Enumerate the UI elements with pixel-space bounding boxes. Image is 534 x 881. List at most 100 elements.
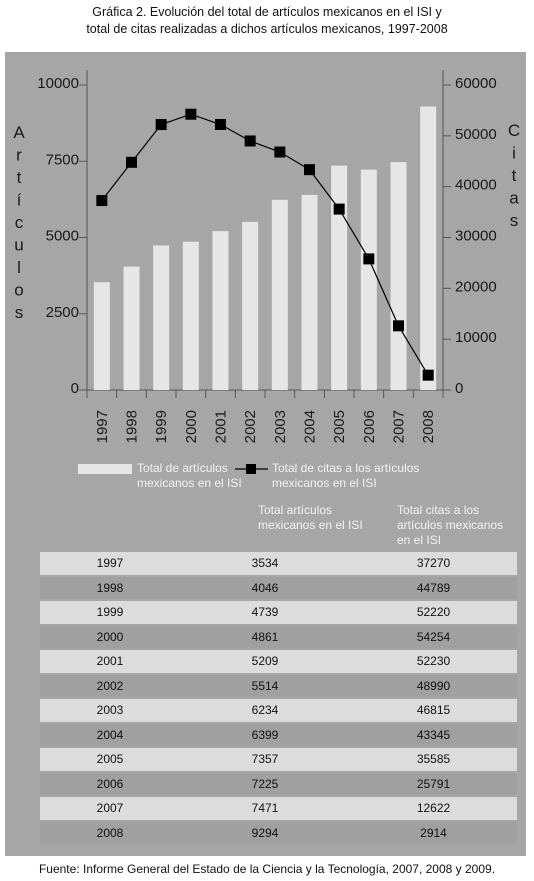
- table-header-citations: Total citas a los artículos mexicanos en…: [397, 503, 504, 547]
- bar: [153, 245, 170, 390]
- citations-marker: [274, 146, 286, 158]
- articles-cell: 6234: [180, 698, 350, 724]
- year-cell: 1997: [40, 552, 180, 577]
- citations-marker: [422, 369, 434, 381]
- data-table: 1997 3534 37270 1998 4046 44789 1999 4739 52220 2…: [40, 552, 517, 846]
- bar: [93, 282, 110, 390]
- articles-cell: 4861: [180, 624, 350, 650]
- year-cell: 2005: [40, 747, 180, 773]
- citations-cell: 2914: [350, 820, 517, 846]
- table-row: 1998 4046 44789: [40, 575, 517, 601]
- y-tick-label: 10000: [37, 75, 79, 92]
- x-tick-label: 2008: [420, 410, 437, 443]
- citations-marker: [244, 135, 256, 147]
- table-row: 2007 7471 12622: [40, 796, 517, 822]
- y-tick-label: 0: [71, 380, 79, 397]
- x-tick-label: 2006: [361, 410, 378, 443]
- citations-cell: 35585: [350, 747, 517, 773]
- year-cell: 2004: [40, 722, 180, 748]
- bar: [331, 165, 348, 390]
- articles-cell: 5209: [180, 649, 350, 675]
- table-row: 2002 5514 48990: [40, 673, 517, 699]
- chart-title: Gráfica 2. Evolución del total de artícu…: [0, 4, 534, 38]
- citations-marker: [393, 320, 404, 332]
- bar: [271, 199, 288, 390]
- citations-cell: 12622: [350, 796, 517, 822]
- y-tick-label: 7500: [46, 151, 79, 168]
- x-tick-label: 2005: [331, 410, 348, 443]
- citations-cell: 25791: [350, 771, 517, 797]
- table-row: 2000 4861 54254: [40, 624, 517, 650]
- citations-marker: [96, 195, 108, 207]
- y2-tick-label: 40000: [455, 177, 497, 194]
- table-row: 2008 9294 2914: [40, 820, 517, 846]
- legend-line-label: Total de citas a los artículos mexicanos…: [272, 461, 420, 490]
- year-cell: 2002: [40, 673, 180, 699]
- x-tick-label: 2001: [213, 410, 230, 443]
- citations-marker: [215, 118, 226, 130]
- x-tick-label: 1997: [94, 410, 111, 443]
- bar: [123, 266, 140, 390]
- citations-cell: 52230: [350, 649, 517, 675]
- bar: [360, 169, 377, 390]
- year-cell: 2007: [40, 796, 180, 822]
- bar: [182, 241, 199, 390]
- legend-bars-swatch: [78, 464, 132, 474]
- legend-line-marker: [246, 464, 256, 474]
- year-cell: 2006: [40, 771, 180, 797]
- citations-marker: [155, 119, 167, 131]
- bar: [242, 221, 259, 390]
- x-tick-label: 1998: [124, 410, 141, 443]
- table-row: 2001 5209 52230: [40, 649, 517, 675]
- citations-cell: 43345: [350, 722, 517, 748]
- year-cell: 2000: [40, 624, 180, 650]
- x-tick-label: 1999: [153, 410, 170, 443]
- title-line-2: total de citas realizadas a dichos artíc…: [86, 22, 448, 36]
- table-row: 2004 6399 43345: [40, 722, 517, 748]
- articles-cell: 4046: [180, 575, 350, 601]
- x-tick-label: 2003: [272, 410, 289, 443]
- articles-cell: 5514: [180, 673, 350, 699]
- articles-cell: 7471: [180, 796, 350, 822]
- articles-cell: 9294: [180, 820, 350, 846]
- articles-cell: 4739: [180, 600, 350, 626]
- citations-marker: [304, 164, 315, 176]
- citations-marker: [363, 253, 375, 265]
- x-tick-label: 2004: [302, 410, 319, 443]
- legend-bars-label: Total de artículos mexicanos en el ISI: [137, 461, 242, 490]
- citations-marker: [185, 108, 197, 120]
- bar: [420, 106, 437, 391]
- year-cell: 1999: [40, 600, 180, 626]
- source-note: Fuente: Informe General del Estado de la…: [38, 862, 496, 876]
- table-row: 1997 3534 37270: [40, 552, 517, 577]
- citations-marker: [126, 156, 137, 168]
- citations-cell: 37270: [350, 552, 517, 577]
- table-row: 2003 6234 46815: [40, 698, 517, 724]
- y2-tick-label: 60000: [455, 75, 497, 92]
- year-cell: 1998: [40, 575, 180, 601]
- y2-tick-label: 0: [455, 380, 463, 397]
- bar: [390, 162, 407, 390]
- y2-tick-label: 50000: [455, 126, 497, 143]
- x-tick-label: 2007: [391, 410, 408, 443]
- table-header-articles: Total artículos mexicanos en el ISI: [258, 503, 363, 532]
- citations-cell: 46815: [350, 698, 517, 724]
- citations-cell: 48990: [350, 673, 517, 699]
- y2-tick-label: 10000: [455, 329, 497, 346]
- citations-cell: 44789: [350, 575, 517, 601]
- title-line-1: Gráfica 2. Evolución del total de artícu…: [92, 5, 442, 19]
- articles-cell: 7357: [180, 747, 350, 773]
- articles-cell: 3534: [180, 552, 350, 577]
- citations-marker: [333, 203, 345, 215]
- bar: [301, 194, 318, 390]
- combo-chart: 0 2500 5000 7500 10000 0 10000 20000 30000 40000 5…: [13, 70, 520, 474]
- x-tick-label: 2002: [242, 410, 259, 443]
- y2-tick-label: 30000: [455, 228, 497, 245]
- year-cell: 2008: [40, 820, 180, 846]
- citations-cell: 52220: [350, 600, 517, 626]
- table-row: 2006 7225 25791: [40, 771, 517, 797]
- year-cell: 2001: [40, 649, 180, 675]
- y2-tick-label: 20000: [455, 278, 497, 295]
